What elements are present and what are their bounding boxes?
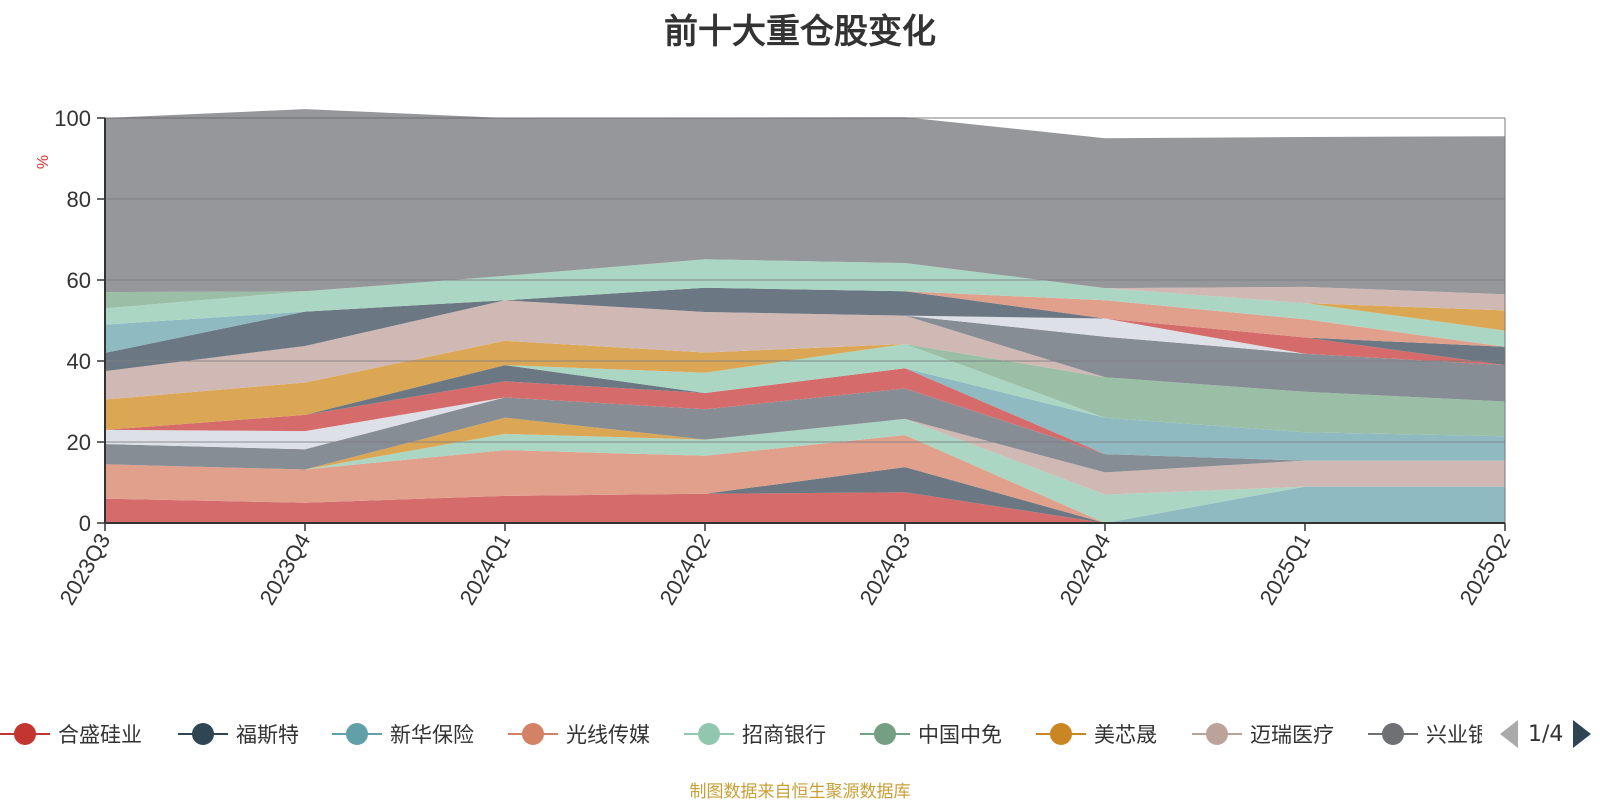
legend-label: 招商银行 <box>742 723 826 747</box>
area-series-6 <box>105 417 1505 495</box>
area-series-27 <box>105 109 1505 295</box>
x-tick-label: 2025Q2 <box>1455 529 1516 609</box>
x-tick-label: 2025Q1 <box>1255 529 1316 609</box>
legend-swatch <box>684 716 734 752</box>
legend-swatch-dot <box>1050 723 1072 745</box>
area-series-13 <box>105 344 1505 437</box>
x-tick-label: 2023Q4 <box>255 529 316 609</box>
area-series-16 <box>105 300 1505 402</box>
legend-item[interactable]: 新华保险 <box>332 716 474 752</box>
legend-next-page-button[interactable] <box>1573 720 1592 748</box>
x-tick-label: 2024Q3 <box>855 529 916 609</box>
legend-swatch <box>178 716 228 752</box>
area-series-9 <box>105 388 1505 461</box>
legend-label: 兴业银行 <box>1426 723 1482 747</box>
legend-swatch <box>332 716 382 752</box>
area-series-12 <box>105 365 1505 461</box>
legend-swatch <box>860 716 910 752</box>
legend-item[interactable]: 光线传媒 <box>508 716 650 752</box>
legend-item[interactable]: 合盛硅业 <box>0 716 142 752</box>
area-series-10 <box>105 368 1505 461</box>
legend-label: 美芯晟 <box>1094 723 1157 747</box>
y-tick-label: 40 <box>67 349 91 374</box>
area-series-3 <box>105 435 1505 523</box>
y-axis-label: % <box>35 155 52 169</box>
legend-swatch <box>1192 716 1242 752</box>
legend-swatch-dot <box>1382 723 1404 745</box>
area-series-11 <box>105 365 1505 461</box>
legend-item[interactable]: 迈瑞医疗 <box>1192 716 1334 752</box>
area-series-22 <box>105 287 1505 347</box>
legend-prev-page-button[interactable] <box>1500 720 1518 748</box>
source-note: 制图数据来自恒生聚源数据库 <box>689 782 911 802</box>
y-tick-label: 100 <box>54 106 91 131</box>
area-series-23 <box>105 259 1505 347</box>
legend-label: 迈瑞医疗 <box>1250 723 1334 747</box>
legend-label: 中国中免 <box>918 723 1002 747</box>
legend-swatch-dot <box>1206 723 1228 745</box>
area-series-17 <box>105 300 1505 402</box>
legend-swatch <box>1368 716 1418 752</box>
legend-swatch <box>1036 716 1086 752</box>
legend-pager: 1/4 <box>1500 716 1592 752</box>
legend: 合盛硅业 福斯特 新华保险 光线传媒 招商银行 中国中免 美芯晟 迈瑞医疗 兴业银行 1/4 <box>0 716 1600 752</box>
legend-label: 合盛硅业 <box>58 723 142 747</box>
grid-layer <box>105 117 1506 523</box>
legend-item[interactable]: 中国中免 <box>860 716 1002 752</box>
area-series-19 <box>105 300 1505 372</box>
legend-item[interactable]: 招商银行 <box>684 716 826 752</box>
x-tick-label: 2023Q3 <box>55 529 116 609</box>
y-tick-label: 60 <box>67 268 91 293</box>
area-series-14 <box>105 344 1505 437</box>
x-tick-label: 2024Q1 <box>455 529 516 609</box>
legend-swatch-dot <box>874 723 896 745</box>
area-series-4 <box>105 418 1505 523</box>
legend-swatch-dot <box>346 723 368 745</box>
legend-swatch-dot <box>192 723 214 745</box>
y-tick-label: 80 <box>67 187 91 212</box>
legend-item[interactable]: 美芯晟 <box>1036 716 1157 752</box>
legend-swatch <box>508 716 558 752</box>
area-series-20 <box>105 287 1505 372</box>
legend-swatch-dot <box>522 723 544 745</box>
x-tick-label: 2024Q2 <box>655 529 716 609</box>
x-tick-label: 2024Q4 <box>1055 529 1116 609</box>
legend-page-indicator: 1/4 <box>1528 721 1564 747</box>
area-layer <box>105 109 1505 523</box>
legend-label: 新华保险 <box>390 723 474 747</box>
legend-items: 合盛硅业 福斯特 新华保险 光线传媒 招商银行 中国中免 美芯晟 迈瑞医疗 兴业银行 <box>0 716 1482 752</box>
legend-label: 光线传媒 <box>566 723 650 747</box>
area-series-15 <box>105 340 1505 430</box>
area-series-8 <box>105 388 1505 473</box>
y-tick-label: 0 <box>79 511 91 536</box>
area-series-2 <box>105 467 1505 523</box>
area-series-7 <box>105 417 1505 495</box>
area-series-26 <box>105 259 1505 311</box>
legend-item[interactable]: 福斯特 <box>178 716 299 752</box>
y-tick-label: 20 <box>67 430 91 455</box>
legend-label: 福斯特 <box>236 723 299 747</box>
legend-swatch <box>0 716 50 752</box>
legend-swatch-dot <box>698 723 720 745</box>
area-series-0 <box>105 492 1505 523</box>
legend-swatch-dot <box>14 723 36 745</box>
chart-title: 前十大重仓股变化 <box>664 12 936 52</box>
legend-item[interactable]: 兴业银行 <box>1368 716 1482 752</box>
